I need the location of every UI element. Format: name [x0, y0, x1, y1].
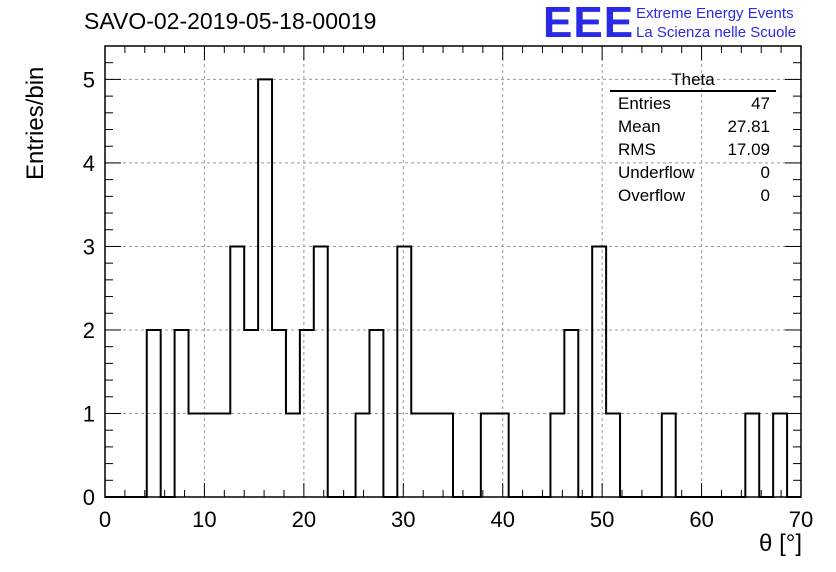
x-tick-label: 0: [99, 507, 111, 532]
histogram-bin: [564, 330, 578, 497]
stats-value: 0: [760, 163, 770, 182]
y-tick-label: 1: [83, 401, 95, 426]
histogram-bin: [216, 413, 230, 497]
x-tick-label: 20: [292, 507, 316, 532]
y-tick-label: 3: [83, 234, 95, 259]
stats-label: Entries: [618, 94, 671, 113]
stats-title: Theta: [610, 70, 776, 92]
histogram-bin: [356, 413, 370, 497]
stats-box: Theta Entries 47 Mean 27.81 RMS 17.09 Under…: [610, 70, 776, 207]
histogram-bin: [425, 413, 439, 497]
stats-row: Overflow 0: [610, 184, 776, 207]
x-tick-label: 10: [192, 507, 216, 532]
stats-row: Mean 27.81: [610, 115, 776, 138]
stats-row: Underflow 0: [610, 161, 776, 184]
x-tick-label: 70: [789, 507, 813, 532]
stats-label: Overflow: [618, 186, 686, 205]
y-tick-label: 5: [83, 67, 95, 92]
stats-value: 0: [760, 186, 770, 205]
histogram-bin: [745, 413, 759, 497]
histogram-bin: [481, 413, 495, 497]
plot-frame: [104, 45, 802, 498]
x-tick-label: 60: [689, 507, 713, 532]
y-axis-label: Entries/bin: [22, 66, 49, 180]
x-tick-label: 40: [490, 507, 514, 532]
histogram-bin: [175, 330, 189, 497]
histogram-outline: [105, 78, 801, 498]
x-tick-label: 30: [391, 507, 415, 532]
histogram-bin: [230, 246, 244, 497]
histogram-bin: [662, 413, 676, 497]
stats-row: Entries 47: [610, 92, 776, 115]
x-tick-label: 50: [590, 507, 614, 532]
histogram-bin: [258, 79, 272, 497]
stats-value: 47: [751, 94, 770, 113]
histogram-bin: [550, 413, 564, 497]
y-tick-label: 0: [83, 485, 95, 510]
y-tick-label: 2: [83, 318, 95, 343]
stats-label: Mean: [618, 117, 661, 136]
histogram-bin: [397, 246, 411, 497]
histogram-bin: [314, 246, 328, 497]
stats-value: 27.81: [727, 117, 770, 136]
stats-row: RMS 17.09: [610, 138, 776, 161]
stats-label: RMS: [618, 140, 656, 159]
histogram-bin: [495, 413, 509, 497]
logo-line-1: Extreme Energy Events: [636, 5, 794, 22]
histogram-bin: [606, 413, 620, 497]
eee-logo: EEE: [543, 0, 635, 47]
histogram-bin: [592, 246, 606, 497]
y-tick-label: 4: [83, 151, 95, 176]
x-axis-label: θ [°]: [759, 530, 802, 557]
histogram-bin: [773, 413, 787, 497]
histogram-bin: [286, 413, 300, 497]
histogram-bin: [411, 413, 425, 497]
logo-line-2: La Scienza nelle Scuole: [636, 24, 797, 41]
chart-title: SAVO-02-2019-05-18-00019: [84, 8, 377, 34]
logo-caption: Extreme Energy Events La Scienza nelle S…: [636, 4, 796, 42]
histogram-bin: [439, 413, 453, 497]
stats-label: Underflow: [618, 163, 695, 182]
histogram-bin: [189, 413, 203, 497]
stats-value: 17.09: [727, 140, 770, 159]
